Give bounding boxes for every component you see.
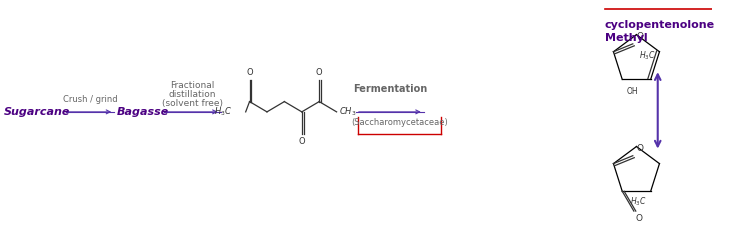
Text: O: O: [637, 144, 644, 153]
Text: Fermentation: Fermentation: [353, 84, 427, 94]
Text: Methyl: Methyl: [604, 33, 647, 43]
Text: O: O: [247, 68, 253, 77]
Text: O: O: [316, 68, 322, 77]
Text: Sugarcane: Sugarcane: [4, 107, 70, 117]
Text: $H_3C$: $H_3C$: [214, 106, 232, 118]
Text: $H_3C$: $H_3C$: [639, 50, 656, 62]
Text: O: O: [299, 137, 305, 146]
Text: $CH_3$: $CH_3$: [339, 106, 356, 118]
Text: (Saccharomycetaceae): (Saccharomycetaceae): [351, 118, 447, 127]
Text: cyclopentenolone: cyclopentenolone: [604, 20, 715, 30]
Text: Bagasse: Bagasse: [117, 107, 169, 117]
Text: (solvent free): (solvent free): [162, 99, 223, 108]
Text: OH: OH: [627, 87, 639, 96]
Text: Crush / grind: Crush / grind: [63, 95, 117, 104]
Text: O: O: [637, 32, 644, 41]
Text: distillation: distillation: [169, 90, 216, 99]
Text: Fractional: Fractional: [170, 81, 215, 90]
Text: O: O: [636, 214, 643, 223]
Text: $H_3C$: $H_3C$: [630, 195, 647, 208]
